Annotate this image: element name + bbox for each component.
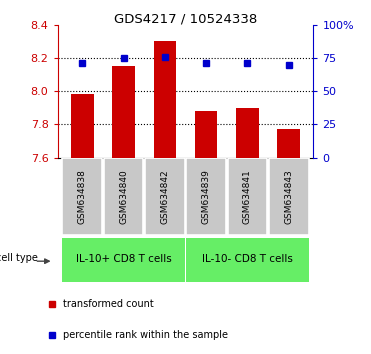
- Text: GSM634841: GSM634841: [243, 169, 252, 224]
- Text: GDS4217 / 10524338: GDS4217 / 10524338: [114, 12, 257, 25]
- Bar: [62, 158, 102, 235]
- Text: GSM634843: GSM634843: [284, 169, 293, 224]
- Bar: [228, 158, 267, 235]
- Bar: [186, 238, 309, 282]
- Bar: [104, 158, 143, 235]
- Text: GSM634839: GSM634839: [202, 169, 211, 224]
- Text: cell type: cell type: [0, 253, 38, 263]
- Bar: [145, 158, 185, 235]
- Bar: [195, 111, 217, 158]
- Text: percentile rank within the sample: percentile rank within the sample: [63, 330, 228, 340]
- Bar: [71, 95, 93, 158]
- Text: GSM634840: GSM634840: [119, 169, 128, 224]
- Text: GSM634838: GSM634838: [78, 169, 87, 224]
- Text: GSM634842: GSM634842: [160, 169, 169, 224]
- Bar: [62, 238, 185, 282]
- Bar: [154, 41, 176, 158]
- Bar: [278, 129, 300, 158]
- Bar: [236, 108, 259, 158]
- Bar: [186, 158, 226, 235]
- Bar: [112, 66, 135, 158]
- Text: transformed count: transformed count: [63, 299, 154, 309]
- Text: IL-10- CD8 T cells: IL-10- CD8 T cells: [202, 254, 293, 264]
- Text: IL-10+ CD8 T cells: IL-10+ CD8 T cells: [76, 254, 171, 264]
- Bar: [269, 158, 309, 235]
